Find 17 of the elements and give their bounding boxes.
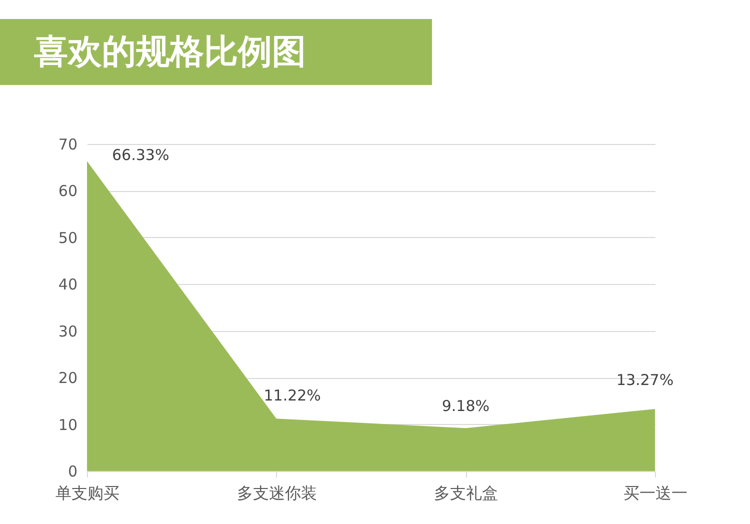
y-tick-label: 0 xyxy=(68,462,78,480)
y-tick-label: 10 xyxy=(58,416,78,434)
x-tick-label: 单支购买 xyxy=(56,484,120,502)
data-label: 13.27% xyxy=(616,371,674,390)
y-tick-label: 50 xyxy=(58,228,78,247)
x-tick-label: 多支礼盒 xyxy=(434,484,498,502)
y-tick-label: 40 xyxy=(58,276,78,294)
data-label: 9.18% xyxy=(442,397,490,416)
y-tick-label: 30 xyxy=(58,322,78,340)
y-tick-label: 60 xyxy=(58,182,78,200)
data-label: 66.33% xyxy=(112,146,170,164)
chart-title: 喜欢的规格比例图 xyxy=(34,31,306,74)
x-tick-label: 多支迷你装 xyxy=(236,484,317,502)
x-tick-label: 买一送一 xyxy=(624,484,688,502)
y-tick-label: 70 xyxy=(58,136,78,154)
y-tick-label: 20 xyxy=(58,369,78,388)
data-label: 11.22% xyxy=(264,386,321,405)
